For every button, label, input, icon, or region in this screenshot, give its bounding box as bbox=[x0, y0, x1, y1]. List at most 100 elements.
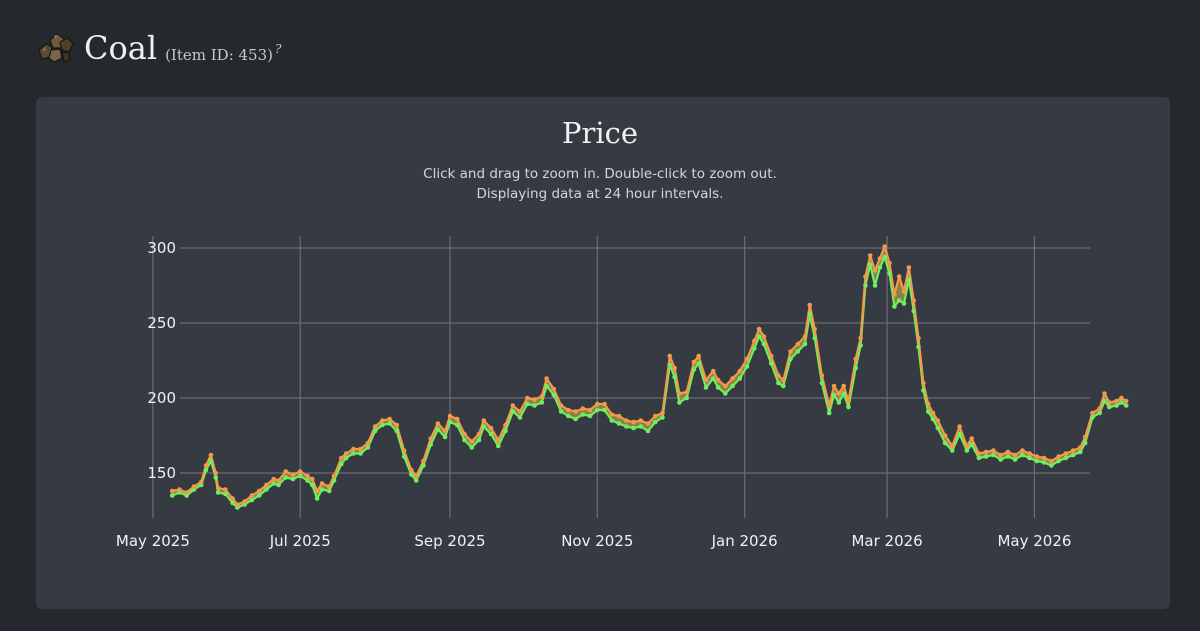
low-price-point[interactable] bbox=[826, 410, 832, 416]
high-price-point[interactable] bbox=[645, 421, 651, 426]
high-price-point[interactable] bbox=[525, 395, 530, 401]
high-price-point[interactable] bbox=[616, 413, 622, 419]
low-price-point[interactable] bbox=[802, 341, 808, 347]
high-price-point[interactable] bbox=[1012, 452, 1018, 458]
low-price-point[interactable] bbox=[911, 308, 916, 314]
low-price-point[interactable] bbox=[488, 431, 494, 437]
high-price-point[interactable] bbox=[925, 401, 931, 407]
low-price-point[interactable] bbox=[781, 383, 786, 389]
low-price-point[interactable] bbox=[846, 404, 851, 410]
low-price-point[interactable] bbox=[925, 409, 931, 414]
low-price-point[interactable] bbox=[339, 461, 344, 467]
high-price-point[interactable] bbox=[930, 410, 936, 416]
low-price-point[interactable] bbox=[264, 487, 269, 492]
high-price-point[interactable] bbox=[401, 448, 407, 453]
low-price-point[interactable] bbox=[551, 392, 557, 398]
help-icon[interactable]: ? bbox=[275, 42, 282, 56]
low-price-point[interactable] bbox=[631, 425, 636, 431]
low-price-point[interactable] bbox=[394, 428, 400, 434]
high-price-point[interactable] bbox=[387, 416, 392, 422]
low-price-point[interactable] bbox=[573, 416, 578, 422]
high-price-point[interactable] bbox=[710, 368, 716, 374]
low-price-point[interactable] bbox=[916, 344, 921, 350]
low-price-point[interactable] bbox=[503, 428, 508, 434]
high-price-point[interactable] bbox=[442, 428, 448, 434]
low-price-point[interactable] bbox=[421, 463, 426, 468]
high-price-point[interactable] bbox=[752, 338, 757, 344]
low-price-point[interactable] bbox=[660, 415, 665, 420]
low-price-point[interactable] bbox=[723, 391, 728, 396]
low-price-point[interactable] bbox=[380, 422, 385, 428]
high-price-point[interactable] bbox=[964, 443, 970, 449]
low-price-point[interactable] bbox=[283, 475, 289, 480]
low-price-point[interactable] bbox=[684, 395, 689, 401]
low-price-point[interactable] bbox=[544, 383, 549, 389]
low-price-point[interactable] bbox=[696, 361, 701, 366]
high-price-point[interactable] bbox=[203, 463, 209, 468]
low-price-point[interactable] bbox=[203, 467, 209, 473]
high-price-point[interactable] bbox=[488, 425, 494, 431]
low-price-point[interactable] bbox=[863, 283, 868, 288]
high-price-point[interactable] bbox=[867, 253, 873, 258]
low-price-point[interactable] bbox=[413, 478, 419, 483]
low-price-point[interactable] bbox=[566, 413, 571, 419]
low-price-point[interactable] bbox=[756, 334, 762, 339]
high-price-point[interactable] bbox=[558, 403, 564, 408]
high-price-point[interactable] bbox=[1114, 398, 1119, 404]
low-price-point[interactable] bbox=[969, 442, 974, 447]
low-price-point[interactable] bbox=[1070, 452, 1076, 458]
high-price-point[interactable] bbox=[481, 418, 487, 423]
low-price-point[interactable] bbox=[428, 442, 434, 447]
high-price-point[interactable] bbox=[1005, 449, 1011, 455]
high-price-point[interactable] bbox=[677, 391, 682, 396]
high-price-point[interactable] bbox=[957, 424, 962, 429]
high-price-point[interactable] bbox=[469, 439, 475, 444]
high-price-point[interactable] bbox=[624, 418, 629, 423]
high-price-point[interactable] bbox=[998, 452, 1003, 458]
high-price-point[interactable] bbox=[215, 485, 221, 491]
high-price-point[interactable] bbox=[394, 422, 400, 428]
high-price-point[interactable] bbox=[723, 383, 728, 389]
high-price-point[interactable] bbox=[715, 377, 721, 383]
low-price-point[interactable] bbox=[710, 376, 716, 381]
low-price-point[interactable] bbox=[677, 400, 682, 405]
high-price-point[interactable] bbox=[667, 353, 673, 359]
low-price-point[interactable] bbox=[964, 448, 970, 453]
high-price-point[interactable] bbox=[358, 446, 363, 452]
high-price-point[interactable] bbox=[1097, 406, 1102, 411]
high-price-point[interactable] bbox=[812, 326, 817, 332]
low-price-point[interactable] bbox=[469, 445, 475, 450]
low-price-point[interactable] bbox=[672, 374, 677, 380]
low-price-point[interactable] bbox=[744, 364, 750, 369]
high-price-point[interactable] bbox=[503, 422, 508, 428]
high-price-point[interactable] bbox=[365, 440, 371, 446]
low-price-point[interactable] bbox=[558, 409, 564, 414]
high-price-point[interactable] bbox=[184, 490, 189, 495]
high-price-point[interactable] bbox=[198, 479, 204, 485]
high-price-point[interactable] bbox=[896, 274, 902, 279]
low-price-point[interactable] bbox=[892, 304, 897, 309]
low-price-point[interactable] bbox=[310, 482, 315, 488]
low-price-point[interactable] bbox=[957, 431, 962, 437]
high-price-point[interactable] bbox=[409, 467, 414, 473]
high-price-point[interactable] bbox=[310, 476, 315, 482]
high-price-point[interactable] bbox=[703, 377, 709, 383]
low-price-point[interactable] bbox=[1107, 404, 1112, 410]
high-price-point[interactable] bbox=[853, 356, 858, 362]
high-price-point[interactable] bbox=[1070, 448, 1076, 453]
high-price-point[interactable] bbox=[858, 335, 863, 341]
low-price-point[interactable] bbox=[609, 418, 615, 423]
low-price-point[interactable] bbox=[998, 457, 1003, 462]
high-price-point[interactable] bbox=[297, 469, 303, 474]
low-price-point[interactable] bbox=[271, 481, 277, 486]
low-price-point[interactable] bbox=[517, 415, 523, 420]
high-price-point[interactable] bbox=[428, 436, 434, 441]
high-price-point[interactable] bbox=[462, 431, 467, 437]
low-price-point[interactable] bbox=[872, 283, 878, 288]
low-price-point[interactable] bbox=[1005, 454, 1011, 459]
low-price-point[interactable] bbox=[1102, 398, 1107, 404]
high-price-point[interactable] bbox=[744, 356, 750, 362]
low-price-point[interactable] bbox=[1049, 463, 1054, 468]
high-price-point[interactable] bbox=[768, 353, 774, 359]
